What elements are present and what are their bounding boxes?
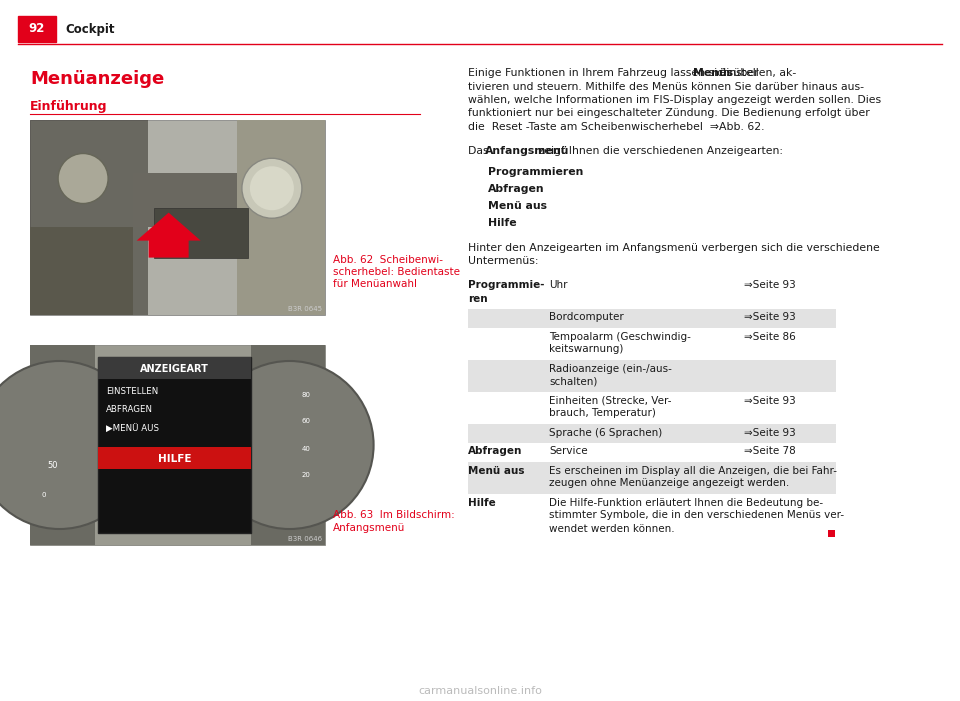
Text: Anfangsmenü: Anfangsmenü xyxy=(485,146,569,156)
Text: ▶MENÜ AUS: ▶MENÜ AUS xyxy=(106,423,158,433)
Text: 92: 92 xyxy=(29,22,45,36)
Bar xyxy=(30,120,148,315)
Text: Hinter den Anzeigearten im Anfangsmenü verbergen sich die verschiedene: Hinter den Anzeigearten im Anfangsmenü v… xyxy=(468,243,879,253)
Bar xyxy=(98,357,252,379)
Text: ANZEIGEART: ANZEIGEART xyxy=(140,364,209,374)
Bar xyxy=(252,345,325,545)
Text: 80: 80 xyxy=(301,392,310,398)
Bar xyxy=(133,172,266,227)
Text: stimmter Symbole, die in den verschiedenen Menüs ver-: stimmter Symbole, die in den verschieden… xyxy=(549,510,844,521)
Text: Die Hilfe-Funktion erläutert Ihnen die Bedeutung be-: Die Hilfe-Funktion erläutert Ihnen die B… xyxy=(549,498,823,508)
Text: Sprache (6 Sprachen): Sprache (6 Sprachen) xyxy=(549,428,662,437)
Text: die  Reset -Taste am Scheibenwischerhebel  ⇒Abb. 62.: die Reset -Taste am Scheibenwischerhebel… xyxy=(468,122,764,132)
Bar xyxy=(30,120,325,315)
Text: Das: Das xyxy=(468,146,492,156)
Text: Programmieren: Programmieren xyxy=(488,167,584,177)
Bar xyxy=(468,423,836,442)
Text: Es erscheinen im Display all die Anzeigen, die bei Fahr-: Es erscheinen im Display all die Anzeige… xyxy=(549,465,837,475)
Text: carmanualsonline.info: carmanualsonline.info xyxy=(418,686,542,696)
Circle shape xyxy=(205,361,373,529)
Text: EINSTELLEN: EINSTELLEN xyxy=(106,388,158,397)
Text: Abfragen: Abfragen xyxy=(468,447,522,456)
Text: 50: 50 xyxy=(48,461,59,470)
Text: Tempoalarm (Geschwindig-: Tempoalarm (Geschwindig- xyxy=(549,332,691,341)
Text: keitswarnung): keitswarnung) xyxy=(549,344,623,355)
Bar xyxy=(154,208,249,258)
Text: ⇒Seite 93: ⇒Seite 93 xyxy=(744,395,796,405)
Text: ABFRAGEN: ABFRAGEN xyxy=(106,405,153,414)
Bar xyxy=(828,529,835,536)
Polygon shape xyxy=(136,212,201,257)
Circle shape xyxy=(242,158,301,218)
Text: ⇒Seite 86: ⇒Seite 86 xyxy=(744,332,796,341)
Text: ren: ren xyxy=(468,294,488,304)
Text: Uhr: Uhr xyxy=(549,280,567,290)
Text: Abb. 63  Im Bildschirm:: Abb. 63 Im Bildschirm: xyxy=(333,510,455,520)
Text: Menü aus: Menü aus xyxy=(488,201,547,211)
Bar xyxy=(468,461,836,494)
Text: B3R 0646: B3R 0646 xyxy=(288,536,322,542)
Text: Menü aus: Menü aus xyxy=(468,465,524,475)
Text: Untermenüs:: Untermenüs: xyxy=(468,257,539,266)
Circle shape xyxy=(250,166,294,210)
Text: einstellen, ak-: einstellen, ak- xyxy=(716,68,796,78)
Bar xyxy=(468,308,836,327)
Text: Hilfe: Hilfe xyxy=(468,498,495,508)
Text: zeigt Ihnen die verschiedenen Anzeigearten:: zeigt Ihnen die verschiedenen Anzeigeart… xyxy=(536,146,783,156)
Text: Einführung: Einführung xyxy=(30,100,108,113)
Text: für Menüanwahl: für Menüanwahl xyxy=(333,279,417,289)
Text: Abb. 62  Scheibenwi-: Abb. 62 Scheibenwi- xyxy=(333,255,443,265)
Text: Cockpit: Cockpit xyxy=(65,22,114,36)
Bar xyxy=(468,360,836,391)
Bar xyxy=(30,345,95,545)
Text: schalten): schalten) xyxy=(549,376,597,386)
Text: Einige Funktionen in Ihrem Fahrzeug lassen sich über: Einige Funktionen in Ihrem Fahrzeug lass… xyxy=(468,68,762,78)
Text: Programmie-: Programmie- xyxy=(468,280,544,290)
Text: wählen, welche Informationen im FIS-Display angezeigt werden sollen. Dies: wählen, welche Informationen im FIS-Disp… xyxy=(468,95,881,105)
Bar xyxy=(236,120,325,315)
Bar xyxy=(98,357,252,533)
Text: Abfragen: Abfragen xyxy=(488,184,544,194)
Bar xyxy=(30,227,133,315)
Text: ⇒Seite 78: ⇒Seite 78 xyxy=(744,447,796,456)
Text: Hilfe: Hilfe xyxy=(488,218,516,228)
Text: tivieren und steuern. Mithilfe des Menüs können Sie darüber hinaus aus-: tivieren und steuern. Mithilfe des Menüs… xyxy=(468,81,864,92)
Circle shape xyxy=(59,154,108,203)
Text: 0: 0 xyxy=(42,492,46,498)
Text: Menüs: Menüs xyxy=(693,68,733,78)
Text: HILFE: HILFE xyxy=(157,454,191,464)
Text: zeugen ohne Menüanzeige angezeigt werden.: zeugen ohne Menüanzeige angezeigt werden… xyxy=(549,479,789,489)
Text: ⇒Seite 93: ⇒Seite 93 xyxy=(744,313,796,322)
Bar xyxy=(30,345,325,545)
Text: Menüanzeige: Menüanzeige xyxy=(30,70,164,88)
Text: ⇒Seite 93: ⇒Seite 93 xyxy=(744,428,796,437)
Text: funktioniert nur bei eingeschalteter Zündung. Die Bedienung erfolgt über: funktioniert nur bei eingeschalteter Zün… xyxy=(468,109,870,118)
Text: brauch, Temperatur): brauch, Temperatur) xyxy=(549,409,656,418)
Text: Einheiten (Strecke, Ver-: Einheiten (Strecke, Ver- xyxy=(549,395,671,405)
Bar xyxy=(98,447,252,469)
Text: Bordcomputer: Bordcomputer xyxy=(549,313,624,322)
Text: wendet werden können.: wendet werden können. xyxy=(549,524,675,533)
Text: 60: 60 xyxy=(301,418,310,424)
Text: Service: Service xyxy=(549,447,588,456)
Text: 20: 20 xyxy=(301,472,310,478)
Bar xyxy=(18,16,56,42)
Text: 40: 40 xyxy=(301,446,310,452)
Text: Radioanzeige (ein-/aus-: Radioanzeige (ein-/aus- xyxy=(549,364,672,374)
Circle shape xyxy=(0,361,143,529)
Text: Anfangsmenü: Anfangsmenü xyxy=(333,523,405,533)
Text: scherhebel: Bedientaste: scherhebel: Bedientaste xyxy=(333,267,460,277)
Text: ⇒Seite 93: ⇒Seite 93 xyxy=(744,280,796,290)
Text: B3R 0645: B3R 0645 xyxy=(288,306,322,312)
